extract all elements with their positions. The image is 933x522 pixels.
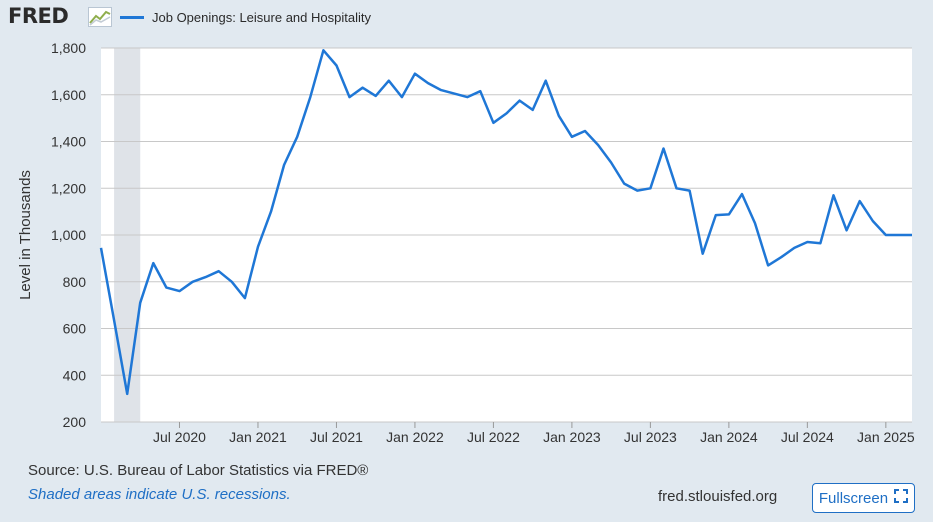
fullscreen-label: Fullscreen [818, 489, 889, 507]
x-tick-label: Jan 2025 [857, 429, 915, 445]
fullscreen-button[interactable]: Fullscreen [812, 483, 915, 513]
y-tick-label: 400 [63, 367, 87, 383]
legend[interactable]: Job Openings: Leisure and Hospitality [120, 10, 371, 25]
x-tick-label: Jan 2022 [386, 429, 444, 445]
series-line [99, 49, 912, 396]
y-tick-label: 800 [63, 274, 87, 290]
x-tick-label: Jul 2021 [310, 429, 363, 445]
expand-icon [894, 489, 909, 507]
y-tick-label: 600 [63, 321, 87, 337]
legend-series-label: Job Openings: Leisure and Hospitality [152, 10, 371, 25]
chart-header: FRED Job Openings: Leisure and Hospitali… [0, 0, 933, 36]
y-tick-label: 1,400 [51, 134, 86, 150]
x-tick-label: Jan 2021 [229, 429, 287, 445]
x-tick-label: Jul 2023 [624, 429, 677, 445]
source-note: Source: U.S. Bureau of Labor Statistics … [28, 462, 369, 479]
x-tick-label: Jul 2020 [153, 429, 206, 445]
fred-logo[interactable]: FRED [8, 4, 69, 28]
line-chart-icon [88, 7, 112, 32]
y-tick-label: 200 [63, 414, 87, 430]
y-tick-label: 1,200 [51, 180, 86, 196]
y-axis-label: Level in Thousands [17, 170, 34, 300]
x-tick-label: Jan 2024 [700, 429, 758, 445]
x-tick-label: Jul 2022 [467, 429, 520, 445]
y-tick-label: 1,600 [51, 87, 86, 103]
y-tick-label: 1,000 [51, 227, 86, 243]
recession-note: Shaded areas indicate U.S. recessions. [28, 486, 291, 503]
site-url[interactable]: fred.stlouisfed.org [658, 488, 778, 505]
y-tick-label: 1,800 [51, 40, 86, 56]
x-tick-label: Jul 2024 [781, 429, 834, 445]
x-tick-label: Jan 2023 [543, 429, 601, 445]
line-chart[interactable]: 200 400 600 800 1,000 1,200 1,400 1,600 1,800 Jul… [0, 0, 933, 460]
legend-swatch [120, 16, 144, 19]
